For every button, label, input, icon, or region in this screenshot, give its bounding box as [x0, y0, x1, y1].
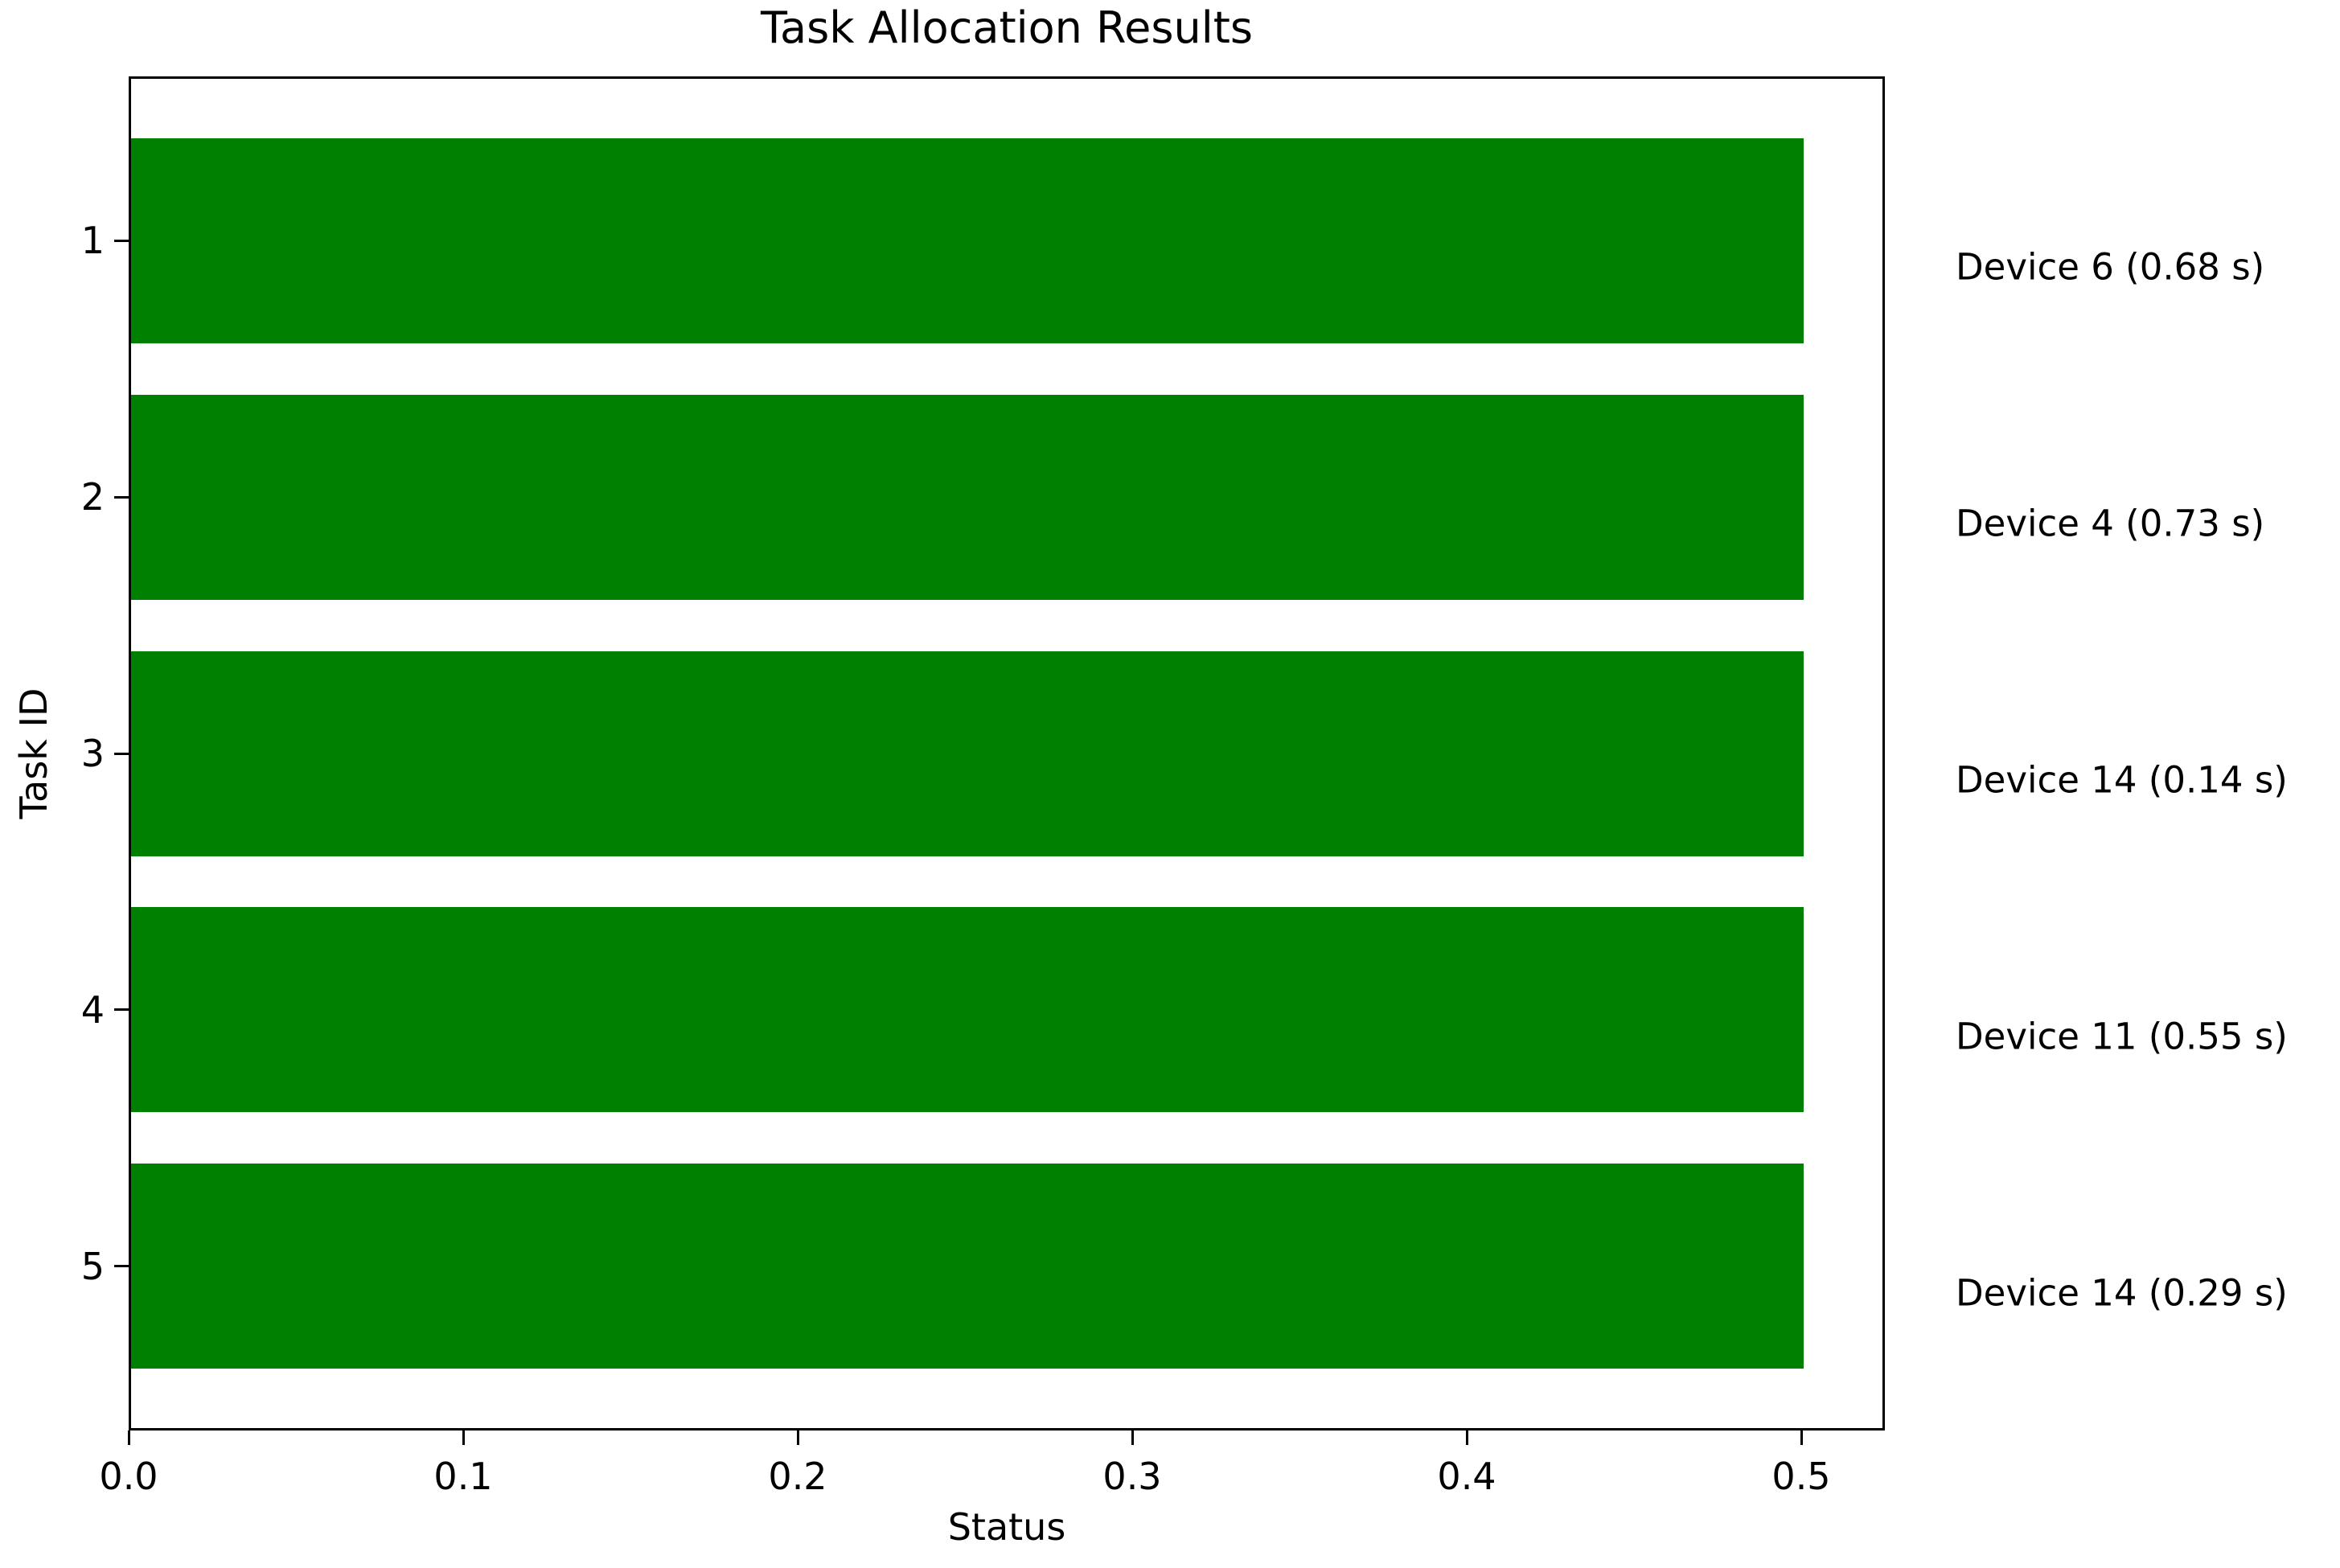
x-tick-mark — [797, 1430, 799, 1445]
x-tick-label: 0.5 — [1771, 1455, 1831, 1498]
x-tick-label: 0.0 — [99, 1455, 158, 1498]
chart-title: Task Allocation Results — [760, 2, 1254, 53]
x-tick-label: 0.4 — [1437, 1455, 1496, 1498]
task-bar — [131, 651, 1804, 856]
y-tick-label: 3 — [80, 732, 105, 775]
x-tick-label: 0.1 — [433, 1455, 493, 1498]
task-bar — [131, 138, 1804, 343]
bar-annotation: Device 6 (0.68 s) — [1956, 245, 2265, 289]
y-tick-label: 2 — [80, 475, 105, 519]
task-bar — [131, 395, 1804, 600]
y-tick-label: 1 — [80, 219, 105, 262]
y-tick-label: 5 — [80, 1245, 105, 1288]
bar-annotation: Device 11 (0.55 s) — [1956, 1015, 2288, 1058]
task-bar — [131, 1164, 1804, 1369]
y-tick-label: 4 — [80, 988, 105, 1032]
bar-annotation: Device 14 (0.29 s) — [1956, 1271, 2288, 1315]
x-tick-label: 0.3 — [1102, 1455, 1162, 1498]
bar-annotation: Device 14 (0.14 s) — [1956, 758, 2288, 802]
y-tick-mark — [114, 753, 129, 755]
x-tick-label: 0.2 — [768, 1455, 827, 1498]
y-tick-mark — [114, 1008, 129, 1011]
x-tick-mark — [128, 1430, 130, 1445]
x-tick-mark — [1466, 1430, 1468, 1445]
x-tick-mark — [462, 1430, 465, 1445]
x-tick-mark — [1800, 1430, 1803, 1445]
y-axis-label: Task ID — [12, 688, 55, 819]
bar-annotation: Device 4 (0.73 s) — [1956, 502, 2265, 545]
y-tick-mark — [114, 240, 129, 242]
x-axis-label: Status — [947, 1505, 1066, 1549]
y-tick-mark — [114, 496, 129, 499]
y-tick-mark — [114, 1265, 129, 1267]
task-bar — [131, 907, 1804, 1112]
x-tick-mark — [1131, 1430, 1134, 1445]
